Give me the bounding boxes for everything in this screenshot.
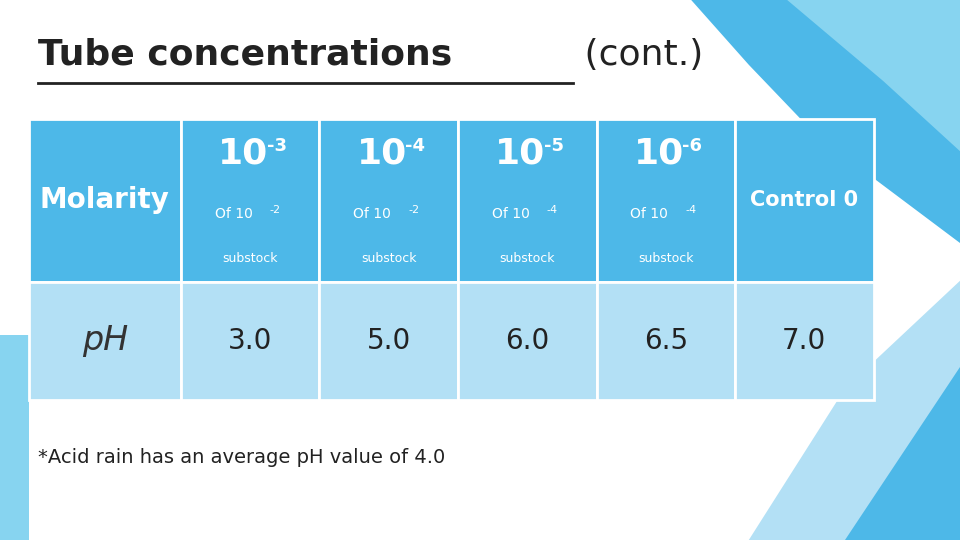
Text: Of 10: Of 10 [215,207,252,221]
Text: pH: pH [82,324,128,357]
Text: Of 10: Of 10 [492,207,530,221]
FancyBboxPatch shape [180,282,320,400]
FancyBboxPatch shape [596,119,735,282]
Text: 6.5: 6.5 [644,327,688,355]
FancyBboxPatch shape [180,119,320,282]
Polygon shape [0,335,29,540]
Text: -4: -4 [685,205,696,215]
Polygon shape [845,367,960,540]
Text: substock: substock [361,252,417,265]
Text: 10: 10 [634,137,684,171]
FancyBboxPatch shape [458,119,596,282]
FancyBboxPatch shape [735,282,874,400]
Text: Of 10: Of 10 [353,207,391,221]
FancyBboxPatch shape [735,119,874,282]
Text: -6: -6 [683,137,703,154]
FancyBboxPatch shape [320,119,458,282]
FancyBboxPatch shape [29,119,180,282]
FancyBboxPatch shape [596,282,735,400]
Text: -4: -4 [546,205,558,215]
Text: 10: 10 [495,137,545,171]
Text: 5.0: 5.0 [367,327,411,355]
Text: -5: -5 [544,137,564,154]
Text: -4: -4 [405,137,425,154]
Polygon shape [749,281,960,540]
Text: 10: 10 [356,137,407,171]
Text: Of 10: Of 10 [630,207,668,221]
Text: 6.0: 6.0 [505,327,549,355]
Text: -3: -3 [267,137,287,154]
Polygon shape [787,0,960,151]
Text: -2: -2 [408,205,420,215]
FancyBboxPatch shape [458,282,596,400]
Text: -2: -2 [270,205,280,215]
FancyBboxPatch shape [320,282,458,400]
Polygon shape [691,0,960,243]
Text: *Acid rain has an average pH value of 4.0: *Acid rain has an average pH value of 4.… [38,448,445,467]
Text: substock: substock [638,252,693,265]
Text: 7.0: 7.0 [782,327,827,355]
Text: Tube concentrations: Tube concentrations [38,38,453,72]
FancyBboxPatch shape [29,282,180,400]
Text: Control 0: Control 0 [751,190,858,210]
Text: substock: substock [223,252,277,265]
Text: 3.0: 3.0 [228,327,273,355]
Text: (cont.): (cont.) [573,38,703,72]
Text: substock: substock [499,252,555,265]
Text: 10: 10 [218,137,269,171]
Text: Molarity: Molarity [40,186,170,214]
